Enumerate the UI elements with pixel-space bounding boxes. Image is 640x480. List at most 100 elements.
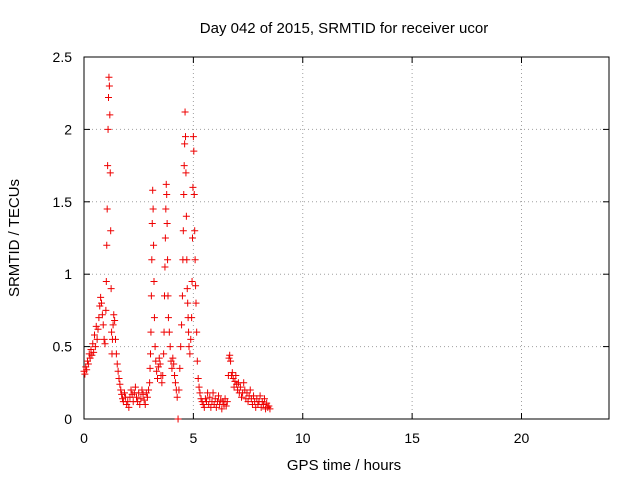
data-point-marker	[107, 227, 115, 235]
data-point-marker	[209, 389, 217, 397]
data-point-marker	[110, 311, 118, 319]
data-point-marker	[173, 393, 181, 401]
data-point-marker	[171, 379, 179, 387]
data-point-marker	[146, 379, 154, 387]
data-point-marker	[158, 379, 166, 387]
data-point-marker	[156, 360, 164, 368]
data-point-marker	[97, 293, 105, 301]
data-point-marker	[190, 147, 198, 155]
axis-ticks	[83, 56, 609, 420]
data-point-marker	[180, 162, 188, 170]
data-point-marker	[146, 364, 154, 372]
data-point-marker	[106, 111, 114, 119]
data-point-marker	[92, 322, 100, 330]
data-point-marker	[147, 328, 155, 336]
data-point-marker	[117, 386, 125, 394]
data-point-marker	[166, 343, 174, 351]
data-point-marker	[141, 401, 149, 409]
data-point-marker	[174, 415, 182, 423]
data-point-marker	[154, 363, 162, 371]
data-point-marker	[187, 335, 195, 343]
data-point-marker	[145, 386, 153, 394]
y-tick-label: 2	[64, 121, 72, 137]
data-point-marker	[238, 393, 245, 401]
data-point-marker	[114, 367, 122, 375]
data-point-marker	[119, 395, 126, 403]
data-point-marker	[180, 191, 188, 199]
data-point-marker	[105, 73, 113, 81]
data-point-marker	[192, 299, 200, 307]
data-point-marker	[228, 369, 236, 377]
data-point-marker	[206, 393, 214, 401]
data-point-marker	[131, 383, 139, 391]
data-point-marker	[256, 392, 264, 400]
data-point-marker	[191, 256, 199, 264]
data-point-marker	[186, 350, 194, 358]
data-point-marker	[165, 328, 173, 336]
data-point-marker	[192, 282, 200, 290]
y-tick-label: 1	[64, 266, 72, 282]
x-tick-label: 0	[80, 430, 88, 446]
data-point-marker	[91, 343, 99, 351]
data-point-marker	[161, 263, 169, 271]
data-point-marker	[189, 234, 196, 242]
data-point-marker	[91, 331, 98, 339]
data-point-marker	[90, 348, 98, 356]
data-point-marker	[100, 335, 108, 343]
data-point-marker	[183, 285, 191, 293]
data-point-marker	[103, 205, 111, 213]
data-point-marker	[149, 205, 157, 213]
y-tick-label: 0.5	[53, 339, 73, 355]
data-point-marker	[133, 393, 140, 401]
data-point-marker	[107, 285, 115, 293]
data-point-marker	[150, 314, 158, 322]
data-point-marker	[226, 351, 234, 359]
data-point-marker	[108, 328, 116, 336]
data-point-marker	[83, 366, 91, 374]
data-point-marker	[223, 398, 231, 406]
data-point-marker	[182, 169, 190, 177]
data-point-marker	[86, 354, 94, 362]
data-point-marker	[190, 191, 198, 199]
data-point-marker	[101, 340, 109, 348]
data-point-marker	[163, 191, 171, 199]
data-point-marker	[175, 386, 183, 394]
data-point-marker	[164, 292, 172, 300]
data-point-marker	[176, 364, 184, 372]
data-point-marker	[112, 350, 120, 358]
x-tick-label: 15	[404, 430, 420, 446]
data-point-marker	[112, 335, 119, 343]
data-point-marker	[212, 403, 220, 411]
data-point-marker	[244, 398, 252, 406]
y-tick-label: 1.5	[53, 194, 73, 210]
data-point-marker	[137, 395, 145, 403]
data-point-marker	[159, 372, 167, 380]
data-point-marker	[189, 183, 197, 191]
data-point-marker	[181, 108, 189, 116]
data-point-marker	[95, 314, 103, 322]
data-point-marker	[188, 277, 196, 285]
data-point-marker	[115, 374, 123, 382]
data-point-marker	[118, 390, 126, 398]
data-point-marker	[104, 125, 112, 133]
data-point-marker	[154, 374, 161, 382]
x-tick-label: 10	[295, 430, 311, 446]
data-point-marker	[160, 350, 168, 358]
data-point-marker	[236, 383, 244, 391]
data-point-marker	[138, 386, 146, 394]
data-point-marker	[181, 140, 189, 148]
data-point-marker	[127, 386, 135, 394]
data-point-marker	[225, 354, 233, 362]
data-point-marker	[164, 256, 172, 264]
data-point-marker	[161, 234, 169, 242]
data-point-marker	[196, 389, 204, 397]
data-point-marker	[168, 364, 176, 372]
data-point-marker	[155, 354, 163, 362]
data-point-marker	[178, 321, 186, 329]
y-axis-title: SRMTID / TECUs	[6, 179, 23, 297]
data-point-marker	[233, 380, 241, 388]
data-point-marker	[265, 402, 273, 410]
data-point-marker	[98, 299, 105, 307]
data-point-marker	[98, 311, 106, 319]
data-point-marker	[93, 335, 101, 343]
